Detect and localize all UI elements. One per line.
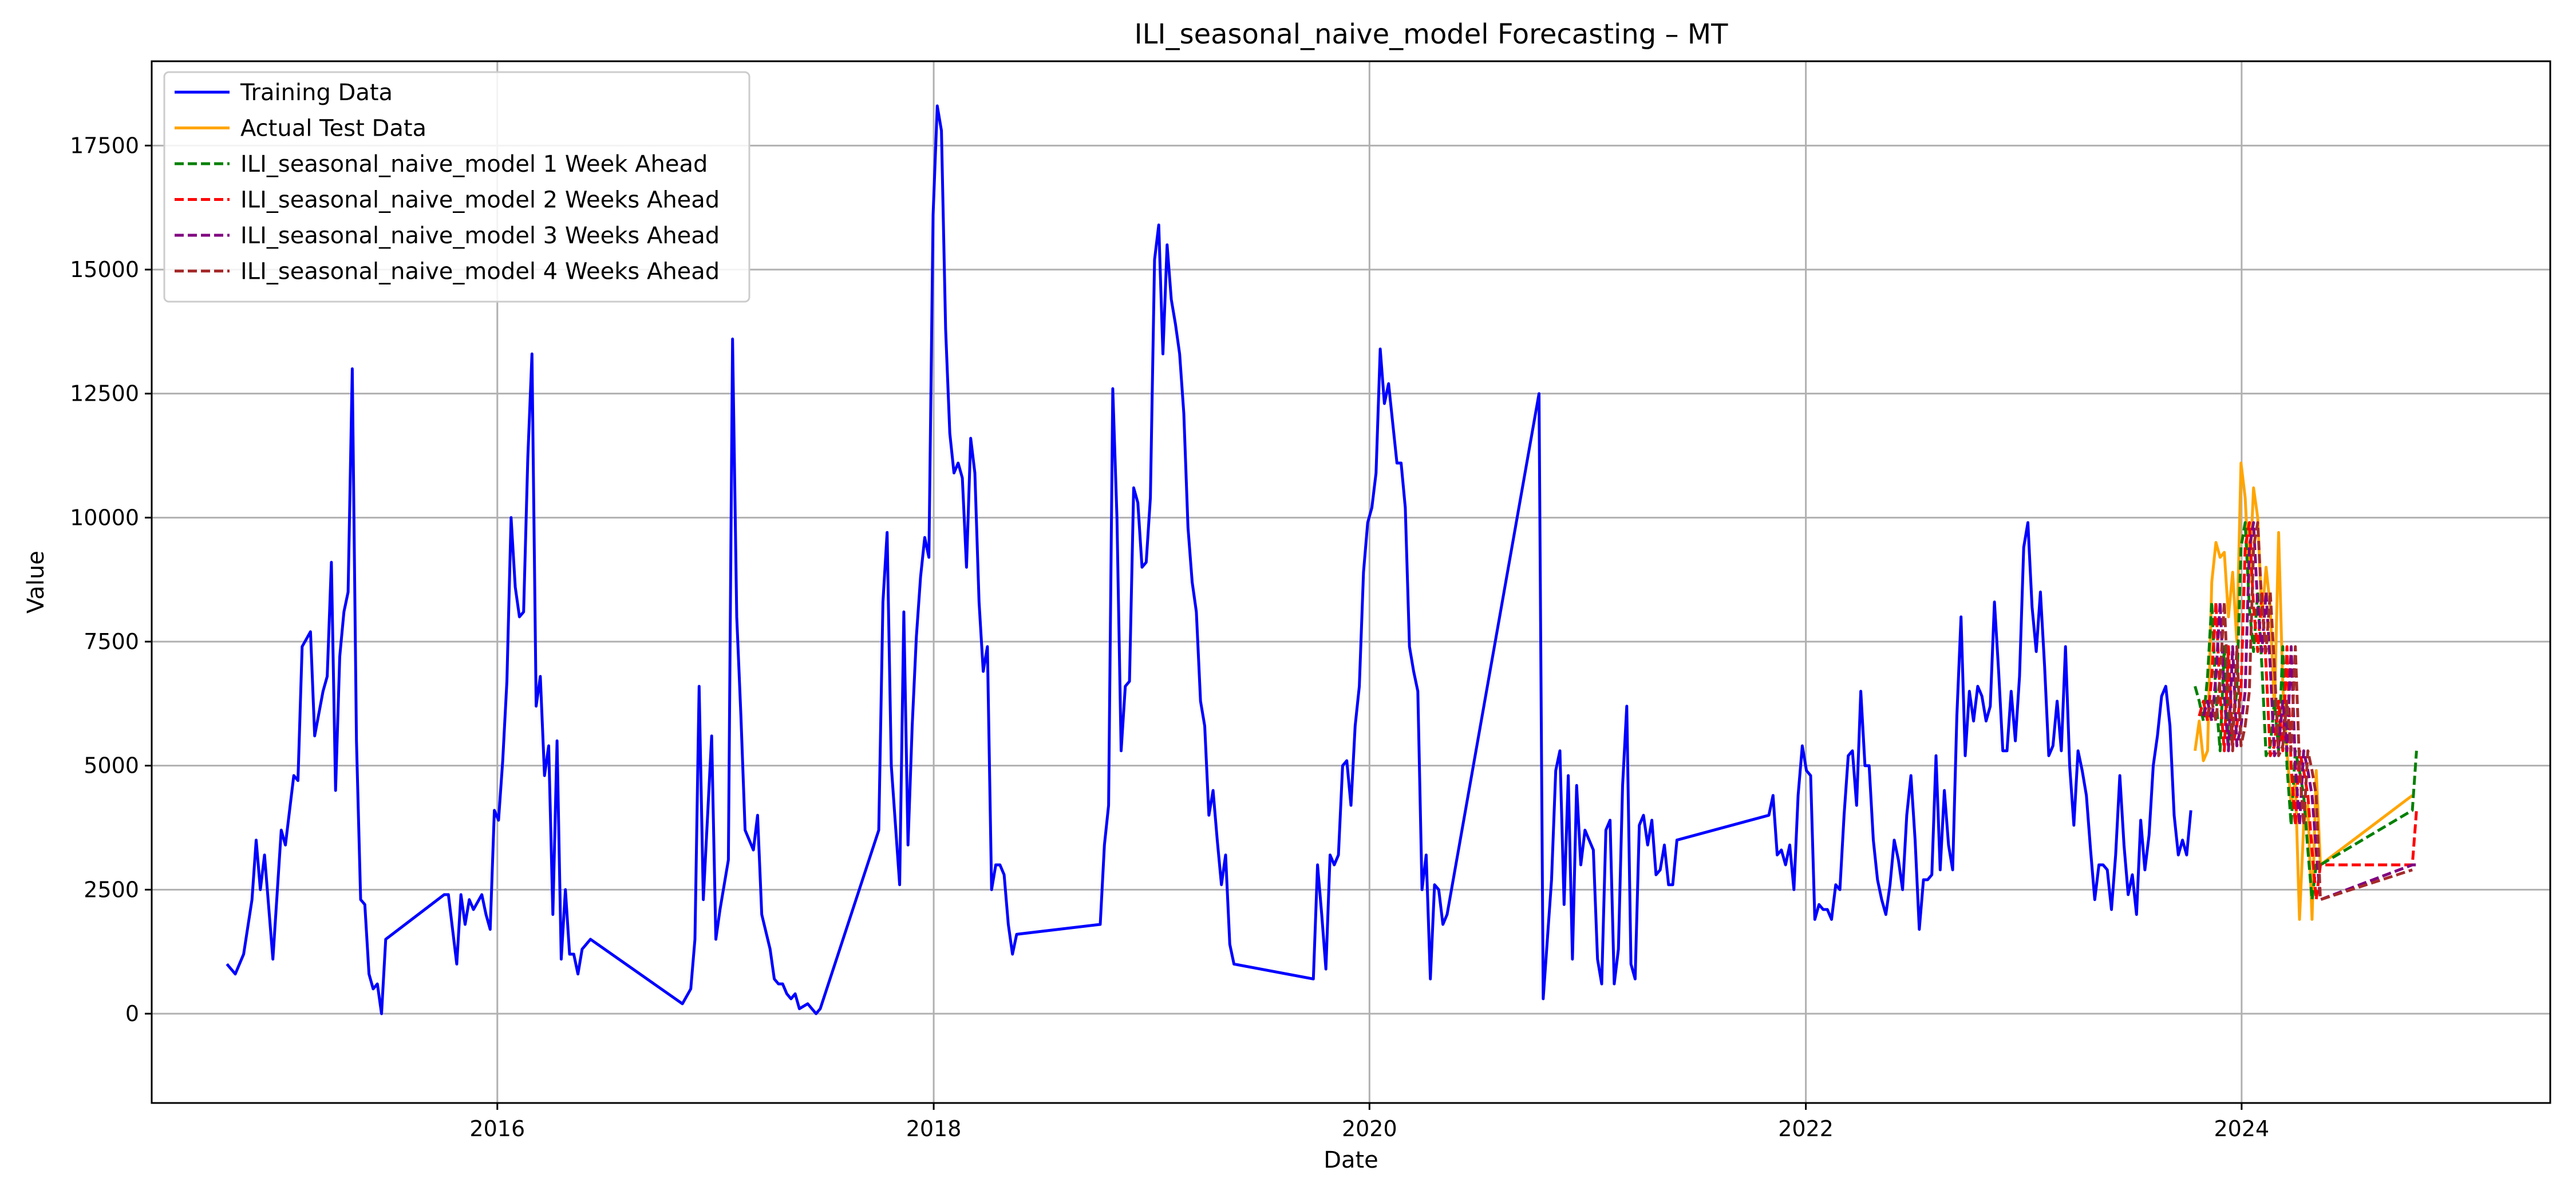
- plot-frame: [151, 60, 2551, 1104]
- series-line-0: [226, 104, 2192, 1015]
- series-line-5: [2206, 521, 2413, 902]
- x-axis-ticks: 2016 2018 2020 2022 2024: [469, 1103, 2269, 1141]
- x-tick-label: 2016: [469, 1116, 525, 1141]
- x-tick-label: 2022: [1778, 1116, 1834, 1141]
- y-tick-label: 5000: [84, 753, 139, 778]
- y-tick-label: 2500: [84, 877, 139, 902]
- legend-label: Training Data: [240, 80, 393, 106]
- y-tick-label: 15000: [70, 257, 139, 282]
- y-tick-label: 10000: [70, 505, 139, 530]
- x-tick-label: 2020: [1342, 1116, 1397, 1141]
- legend-label: ILI_seasonal_naive_model 4 Weeks Ahead: [240, 259, 720, 285]
- chart-title: ILI_seasonal_naive_model Forecasting – M…: [1135, 18, 1729, 50]
- y-axis-title: Value: [23, 551, 49, 614]
- y-tick-label: 17500: [70, 133, 139, 158]
- x-tick-label: 2024: [2214, 1116, 2270, 1141]
- series-layer: [226, 104, 2418, 1015]
- legend-label: Actual Test Data: [240, 116, 426, 142]
- y-axis-ticks: 0 2500 5000 7500 10000 12500 15000 17500: [70, 133, 152, 1026]
- legend-label: ILI_seasonal_naive_model 3 Weeks Ahead: [240, 223, 720, 249]
- legend-box: [163, 71, 750, 303]
- legend: Training Data Actual Test Data ILI_seasona…: [163, 71, 750, 303]
- x-axis-title: Date: [1323, 1147, 1378, 1173]
- legend-label: ILI_seasonal_naive_model 1 Week Ahead: [240, 151, 708, 177]
- y-tick-label: 0: [125, 1001, 139, 1026]
- legend-label: ILI_seasonal_naive_model 2 Weeks Ahead: [240, 187, 720, 213]
- series-line-3: [2198, 521, 2418, 902]
- grid-lines: [152, 61, 2550, 1103]
- x-tick-label: 2018: [906, 1116, 962, 1141]
- y-tick-label: 12500: [70, 381, 139, 406]
- y-tick-label: 7500: [84, 629, 139, 654]
